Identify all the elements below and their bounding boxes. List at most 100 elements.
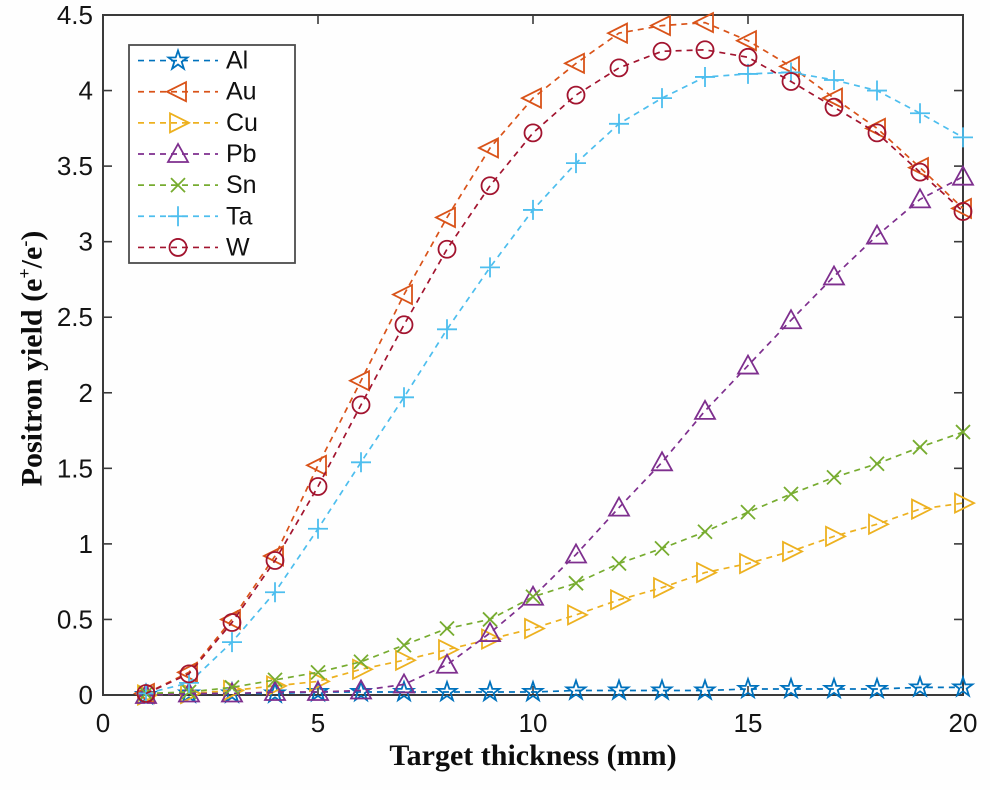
legend-marker-au [164, 80, 187, 103]
series-al-marker [950, 674, 976, 698]
series-au-marker [691, 11, 714, 34]
legend-item-al: Al [138, 47, 248, 75]
series-ta-marker [867, 80, 887, 101]
series-sn-line [145, 431, 964, 695]
series-pb-marker [908, 187, 932, 209]
series-ta-marker [480, 257, 500, 278]
legend-label-au: Au [226, 78, 257, 106]
series-cu-marker [352, 658, 375, 681]
series-ta-marker [953, 127, 973, 148]
series-pb-line [145, 175, 964, 696]
series-cu-marker [739, 552, 762, 575]
x-tick-label: 10 [519, 708, 548, 738]
y-axis-label: Positron yield (e+/e-) [14, 230, 49, 487]
series-au-marker [347, 369, 370, 392]
series-ta-marker [437, 319, 457, 340]
series-w-marker [652, 41, 672, 61]
legend-marker-pb [166, 142, 190, 163]
series-w [136, 40, 973, 703]
series-w-marker [609, 58, 629, 78]
series-au-marker [390, 283, 413, 306]
series-au-marker [734, 29, 757, 52]
series-pb-marker [865, 223, 889, 245]
legend-label-al: Al [226, 47, 248, 75]
y-tick-label: 2 [79, 378, 93, 408]
legend-label-w: W [226, 233, 250, 261]
series-w-marker [910, 162, 930, 182]
series-cu-line [145, 502, 964, 696]
x-tick-label: 20 [949, 708, 978, 738]
y-tick-label: 4 [79, 76, 93, 106]
series-pb-marker [779, 308, 803, 330]
y-tick-label: 0 [79, 680, 93, 710]
series-al-marker [434, 679, 460, 703]
series-w-marker [394, 315, 414, 335]
x-axis-label-text: Target thickness (mm) [389, 739, 677, 772]
series-w-marker [781, 72, 801, 91]
series-sn-marker [267, 672, 283, 688]
series-sn-marker [955, 424, 971, 440]
series-sn-marker [697, 524, 713, 540]
series-al-marker [907, 674, 933, 698]
y-tick-label: 2.5 [57, 302, 93, 332]
series-au-marker [476, 137, 499, 159]
series-pb-marker [435, 652, 459, 674]
series-al-marker [649, 677, 675, 701]
legend-marker-al [165, 47, 191, 71]
legend-item-cu: Cu [138, 109, 258, 137]
series-au-marker [519, 87, 542, 110]
series-cu [137, 492, 977, 706]
series-pb-marker [650, 450, 674, 472]
series-pb-marker [736, 353, 760, 375]
x-tick-label: 5 [311, 708, 325, 738]
legend-box [128, 44, 296, 264]
series-pb-marker [478, 621, 502, 642]
series-au-marker [605, 22, 628, 45]
series-w-marker [824, 97, 844, 117]
series-w-marker [308, 477, 328, 496]
series-sn-marker [224, 679, 240, 696]
series-ta-marker [738, 63, 758, 84]
series-au-marker [562, 52, 585, 75]
x-axis-label: Target thickness (mm) [103, 739, 963, 773]
series-w-marker [437, 239, 457, 259]
legend-item-au: Au [138, 78, 257, 106]
series-al-marker [477, 679, 503, 703]
series-pb-marker [392, 672, 416, 694]
series-al-marker [778, 676, 804, 700]
series-ta-marker [222, 632, 242, 653]
series-cu-marker [567, 603, 590, 626]
series-ta-marker [394, 387, 414, 408]
series-al-marker [735, 676, 761, 700]
legend: Al Au Cu Pb Sn Ta W [128, 44, 296, 264]
series-w-marker [265, 551, 285, 570]
y-tick-label: 0.5 [57, 604, 93, 634]
series-w-marker [738, 47, 758, 67]
series-ta-marker [351, 452, 371, 473]
series-pb-marker [951, 164, 975, 186]
series-w-marker [953, 202, 973, 221]
series-ta-marker [609, 113, 629, 134]
series-au-marker [820, 87, 843, 110]
series-pb-marker [349, 678, 373, 700]
series-sn-marker [912, 439, 928, 455]
series-sn [138, 424, 971, 702]
series-au-marker [304, 454, 327, 477]
legend-marker-sn [170, 177, 186, 193]
series-w-marker [480, 176, 500, 196]
x-tick-label: 15 [734, 708, 763, 738]
series-ta-marker [523, 199, 543, 220]
series-al-marker [563, 677, 589, 701]
series-cu-marker [438, 638, 461, 661]
legend-marker-cu [169, 111, 192, 134]
x-tick-label: 0 [96, 708, 110, 738]
legend-item-ta: Ta [138, 202, 253, 230]
series-al-marker [821, 676, 847, 700]
legend-label-ta: Ta [226, 202, 253, 230]
legend-label-pb: Pb [226, 140, 257, 168]
series-cu-marker [653, 576, 676, 599]
series-sn-marker [783, 486, 799, 502]
series-cu-marker [395, 649, 418, 672]
